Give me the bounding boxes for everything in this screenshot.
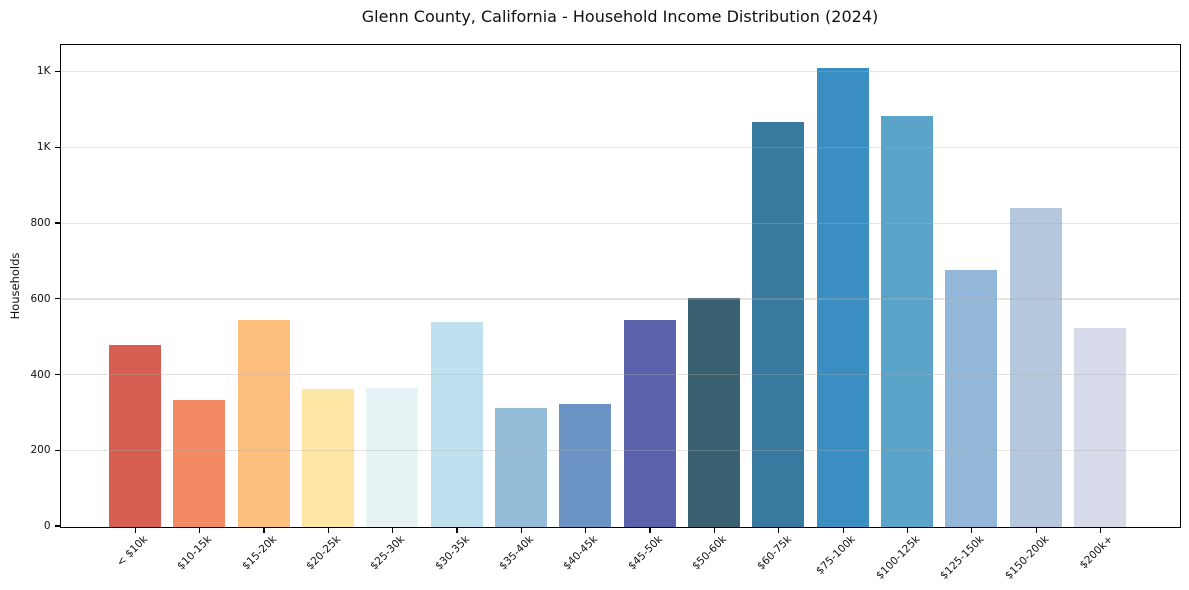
bar-$45-50k — [623, 319, 676, 527]
bar-$200k+ — [1074, 328, 1127, 527]
x-tick-label: $50-60k — [690, 532, 730, 572]
bar-$40-45k — [559, 403, 612, 527]
gridline-1200 — [60, 71, 1180, 73]
y-tick-label: 1K — [36, 65, 51, 78]
x-tick-label: $125-150k — [938, 532, 987, 582]
x-tick-label: < $10k — [114, 532, 151, 569]
y-axis-label: Households — [8, 252, 22, 320]
x-tick-label: $40-45k — [561, 532, 601, 572]
x-tick-mark — [713, 527, 716, 533]
x-tick-label: $100-125k — [873, 532, 923, 582]
bar-$25-30k — [366, 387, 419, 527]
x-tick-label: $75-100k — [814, 532, 858, 577]
bars-layer — [61, 45, 1180, 527]
x-tick-label: $60-75k — [754, 532, 794, 572]
x-tick-mark — [392, 527, 394, 533]
gridline-600 — [60, 298, 1180, 300]
y-tick-mark — [54, 70, 60, 73]
gridline-800 — [60, 222, 1180, 224]
x-tick-mark — [649, 527, 651, 533]
bar-$30-35k — [430, 322, 483, 527]
x-tick-mark — [456, 527, 458, 533]
bar-$20-25k — [301, 388, 354, 527]
bar-$60-75k — [752, 121, 805, 527]
x-tick-mark — [327, 527, 329, 533]
x-tick-mark — [1099, 527, 1102, 533]
bar-$15-20k — [237, 319, 290, 527]
chart-title: Glenn County, California - Household Inc… — [361, 7, 879, 26]
x-tick-mark — [778, 527, 780, 533]
bar-< $10k — [108, 344, 161, 527]
x-tick-label: $15-20k — [239, 532, 279, 572]
y-tick-label: 400 — [30, 368, 51, 381]
y-tick-mark — [54, 146, 60, 148]
y-tick-label: 0 — [43, 520, 51, 533]
x-tick-mark — [520, 527, 523, 533]
x-tick-label: $200k+ — [1077, 532, 1116, 571]
bar-$10-15k — [173, 400, 226, 527]
x-tick-mark — [585, 527, 587, 533]
x-tick-label: $25-30k — [368, 532, 408, 572]
x-tick-label: $30-35k — [432, 532, 472, 572]
plot-area — [59, 43, 1181, 528]
x-tick-mark — [1035, 527, 1037, 533]
y-tick-label: 800 — [30, 216, 51, 229]
x-tick-mark — [263, 527, 265, 533]
x-tick-label: $35-40k — [497, 532, 537, 572]
x-tick-mark — [134, 527, 136, 533]
bar-$100-125k — [881, 116, 934, 527]
gridline-400 — [60, 374, 1180, 376]
y-tick-label: 1K — [36, 141, 51, 154]
y-tick-mark — [54, 298, 60, 300]
bar-$50-60k — [688, 298, 741, 527]
bar-$35-40k — [495, 408, 547, 527]
x-tick-mark — [906, 527, 909, 533]
gridline-200 — [60, 449, 1180, 452]
bar-$75-100k — [816, 68, 869, 527]
x-tick-label: $150-200k — [1002, 532, 1051, 582]
x-tick-mark — [842, 527, 844, 533]
gridlines-layer — [60, 45, 1180, 527]
y-tick-mark — [54, 525, 60, 527]
y-tick-mark — [54, 222, 60, 224]
y-tick-label: 200 — [30, 444, 51, 457]
x-tick-mark — [971, 527, 973, 533]
bar-$125-150k — [945, 269, 998, 527]
x-tick-label: $45-50k — [625, 532, 665, 572]
x-tick-label: $20-25k — [304, 532, 344, 572]
y-tick-mark — [54, 373, 60, 376]
gridline-1000 — [60, 146, 1180, 148]
y-tick-mark — [54, 449, 60, 451]
bar-$150-200k — [1009, 207, 1062, 527]
x-tick-label: $10-15k — [175, 532, 215, 572]
x-tick-mark — [199, 527, 201, 533]
y-tick-label: 600 — [30, 292, 51, 305]
